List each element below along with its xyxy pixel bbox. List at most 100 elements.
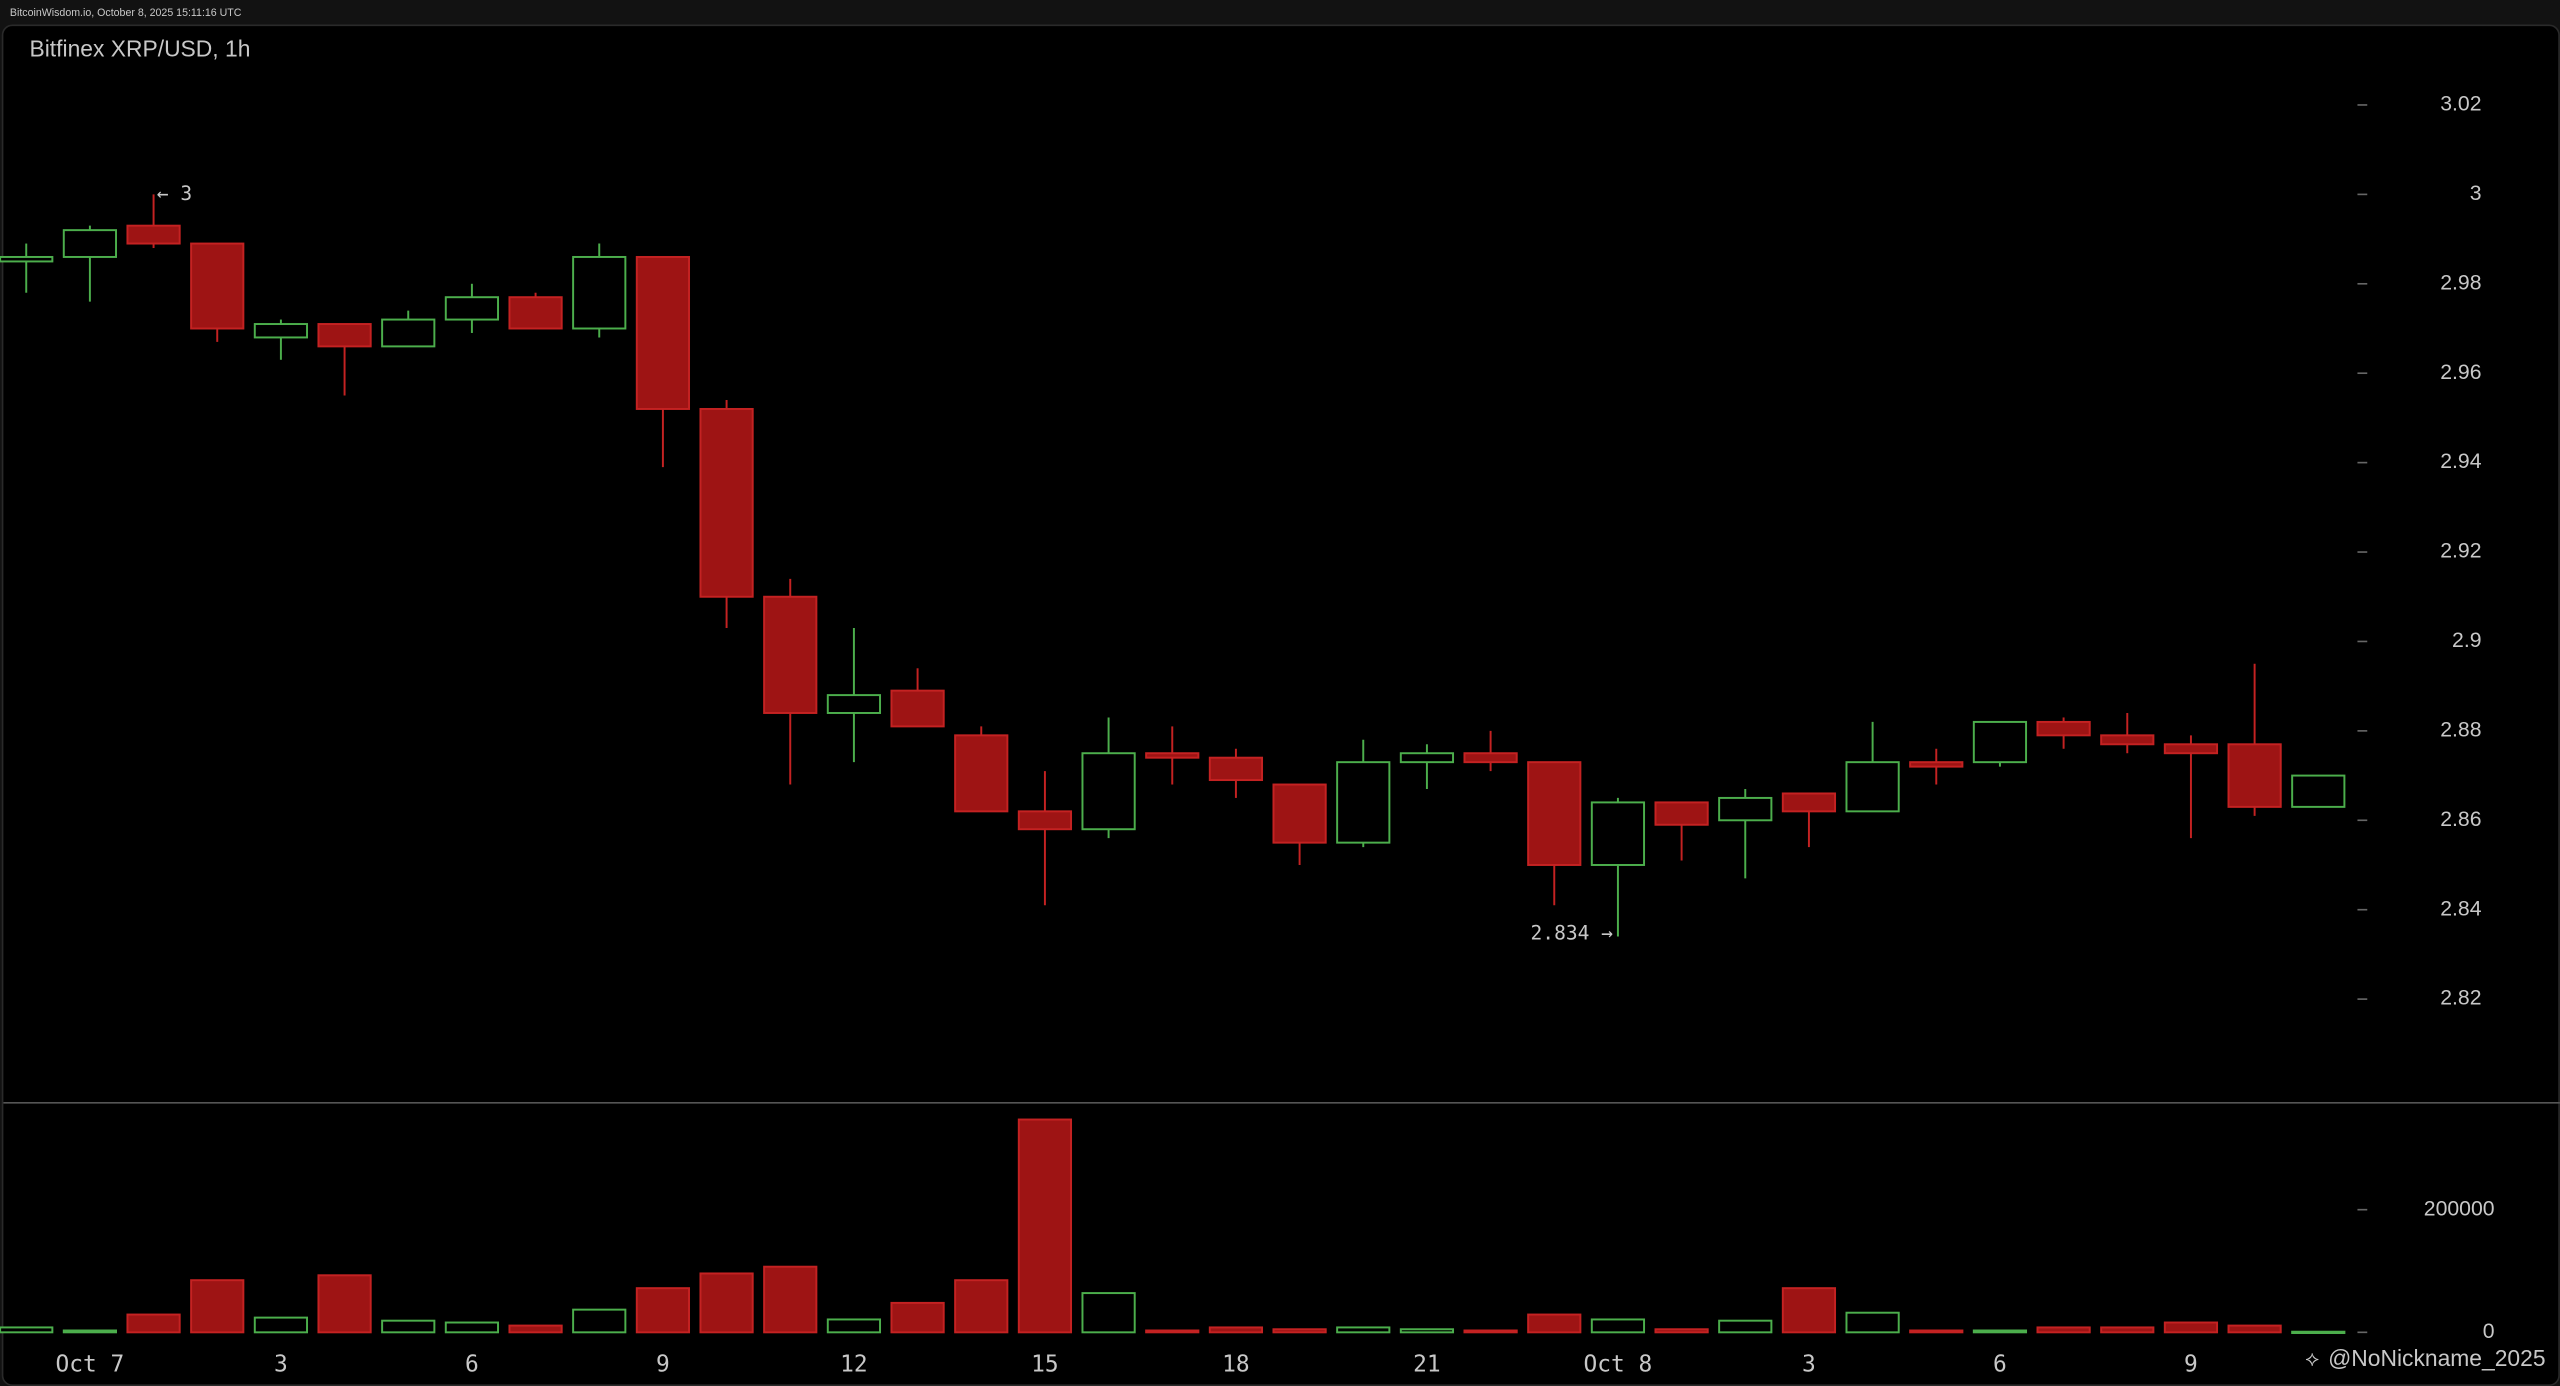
candle-body bbox=[1272, 783, 1327, 844]
volume-bar bbox=[2163, 1321, 2219, 1334]
volume-bar bbox=[763, 1265, 818, 1334]
x-tick-label: 12 bbox=[840, 1351, 868, 1377]
candle-body bbox=[1527, 761, 1582, 866]
candle-body bbox=[1081, 752, 1136, 831]
watermark: @NoNickname_2025 bbox=[2328, 1345, 2545, 1371]
x-tick-label: Oct 8 bbox=[1584, 1351, 1653, 1377]
candle-body bbox=[0, 255, 54, 263]
candle-body bbox=[2291, 774, 2346, 808]
chart-frame bbox=[1, 24, 2560, 1386]
volume-bar bbox=[1081, 1292, 1136, 1334]
candle-body bbox=[1463, 752, 1518, 764]
volume-bar bbox=[1145, 1329, 1200, 1334]
candle-body bbox=[2100, 734, 2155, 746]
candle-body bbox=[763, 595, 818, 714]
header: BitcoinWisdom.io, October 8, 2025 15:11:… bbox=[10, 7, 242, 19]
candle-body bbox=[954, 734, 1009, 813]
candle-body bbox=[2227, 743, 2282, 808]
candle-body bbox=[253, 323, 309, 339]
volume-bar bbox=[0, 1326, 54, 1334]
y-tick-label: 2.84 bbox=[2440, 897, 2481, 920]
volume-bar bbox=[508, 1324, 563, 1334]
candle-body bbox=[699, 407, 754, 598]
candle-body bbox=[1781, 792, 1837, 813]
x-tick-label: 6 bbox=[1993, 1351, 2007, 1377]
y-tick-label: 2.94 bbox=[2440, 450, 2481, 473]
watermark-icon: ⟡ bbox=[2305, 1347, 2319, 1370]
volume-bar bbox=[1654, 1328, 1709, 1334]
x-tick-label: 21 bbox=[1413, 1351, 1441, 1377]
y-tick-label: 2.82 bbox=[2440, 987, 2481, 1010]
y-tick-label: 2.98 bbox=[2440, 271, 2481, 294]
volume-bar bbox=[572, 1308, 627, 1334]
volume-bar bbox=[1208, 1326, 1264, 1334]
y-tick-label: 2.88 bbox=[2440, 718, 2481, 741]
x-tick-label: Oct 7 bbox=[56, 1351, 125, 1377]
x-tick-label: 3 bbox=[274, 1351, 288, 1377]
volume-bar bbox=[1463, 1329, 1518, 1334]
volume-bar bbox=[1399, 1328, 1455, 1334]
candle-body bbox=[126, 224, 181, 245]
high-annotation: ← 3 bbox=[157, 182, 192, 205]
volume-bar bbox=[190, 1279, 245, 1334]
volume-bar bbox=[1845, 1311, 1900, 1334]
candle-body bbox=[1399, 752, 1455, 764]
volume-tick-label: 200000 bbox=[2424, 1197, 2495, 1220]
volume-bar bbox=[1972, 1329, 2028, 1334]
volume-bar bbox=[62, 1329, 118, 1334]
x-tick-label: 9 bbox=[656, 1351, 670, 1377]
y-tick-label: 2.86 bbox=[2440, 808, 2481, 831]
candle-body bbox=[1654, 801, 1709, 826]
candle-body bbox=[2036, 720, 2091, 737]
candle-body bbox=[635, 255, 691, 410]
x-tick-label: 9 bbox=[2184, 1351, 2198, 1377]
candle-body bbox=[826, 694, 882, 714]
candle-body bbox=[2163, 743, 2219, 755]
low-annotation: 2.834 → bbox=[1531, 921, 1614, 944]
candle-body bbox=[1845, 761, 1900, 813]
candle-body bbox=[1718, 796, 1773, 822]
volume-bar bbox=[2036, 1326, 2091, 1334]
candle-body bbox=[1972, 720, 2028, 764]
candle-body bbox=[381, 318, 436, 348]
y-tick-label: 3 bbox=[2470, 182, 2482, 205]
volume-bar bbox=[253, 1316, 309, 1334]
candle-body bbox=[62, 229, 118, 258]
volume-bar bbox=[890, 1301, 945, 1334]
candle-body bbox=[1208, 756, 1264, 782]
candle-body bbox=[572, 255, 627, 330]
volume-bar bbox=[1718, 1319, 1773, 1334]
volume-bar bbox=[2100, 1326, 2155, 1334]
volume-bar bbox=[317, 1274, 372, 1334]
y-tick-label: 2.9 bbox=[2452, 629, 2482, 652]
x-tick-label: 15 bbox=[1031, 1351, 1059, 1377]
volume-bar bbox=[635, 1287, 691, 1334]
x-tick-label: 3 bbox=[1802, 1351, 1816, 1377]
volume-bar bbox=[1272, 1328, 1327, 1334]
x-tick-label: 6 bbox=[465, 1351, 479, 1377]
candle-body bbox=[890, 689, 945, 728]
volume-bar bbox=[2291, 1330, 2346, 1334]
candle-body bbox=[1145, 752, 1200, 759]
volume-bar bbox=[1017, 1118, 1073, 1334]
y-tick-label: 3.02 bbox=[2440, 93, 2481, 116]
volume-bar bbox=[1527, 1313, 1582, 1334]
volume-bar bbox=[826, 1318, 882, 1334]
y-tick-label: 2.96 bbox=[2440, 361, 2481, 384]
volume-bar bbox=[1590, 1318, 1646, 1334]
candle-body bbox=[1336, 761, 1391, 844]
candle-body bbox=[1017, 810, 1073, 831]
x-tick-label: 18 bbox=[1222, 1351, 1250, 1377]
volume-bar bbox=[1909, 1329, 1964, 1334]
volume-bar bbox=[444, 1321, 500, 1334]
candle-body bbox=[1909, 761, 1964, 768]
volume-bar bbox=[699, 1272, 754, 1334]
volume-bar bbox=[954, 1279, 1009, 1334]
candle-body bbox=[508, 296, 563, 330]
candle-body bbox=[190, 242, 245, 330]
volume-bar bbox=[1781, 1287, 1837, 1334]
y-tick-label: 2.92 bbox=[2440, 540, 2481, 563]
volume-bar bbox=[126, 1313, 181, 1334]
